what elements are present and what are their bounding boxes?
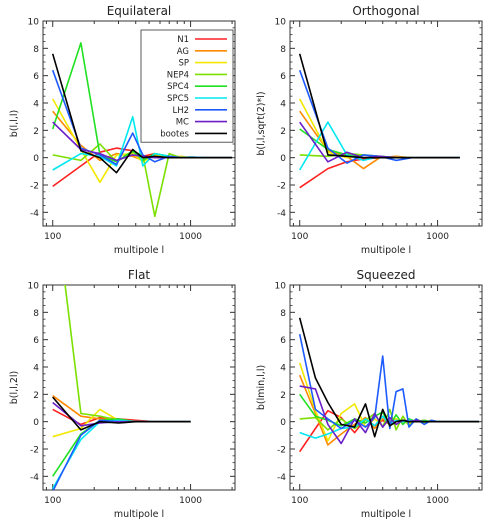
legend-entry-label: SPC4 [167,82,189,92]
panel-3: Squeezed -4 -2 0 2 4 6 8 10 100 1000 multipole l b(l… [256,268,483,520]
x-axis-label: multipole l [114,509,164,520]
y-tick-label: 8 [33,45,39,55]
y-tick-label: -4 [277,473,286,483]
legend-entry-label: bootes [160,129,189,139]
series-line-ag [52,395,191,423]
panel-title: Flat [128,268,151,282]
y-tick-label: -4 [30,473,39,483]
y-tick-label: 0 [33,418,39,428]
y-tick-label: 0 [33,154,39,164]
x-tick-label: 100 [291,232,308,242]
y-tick-label: -2 [277,182,286,192]
y-axis-label: b(lmin,l,l) [256,365,267,410]
legend-entry-label: NEP4 [167,70,189,80]
series-line-bootes [51,53,233,174]
panel-title: Equilateral [107,4,172,18]
series-line-nep4 [63,285,191,423]
y-tick-label: -2 [30,182,39,192]
y-tick-label: 0 [280,154,286,164]
series-line-bootes [52,396,191,431]
y-tick-label: 2 [33,127,39,137]
series-group [51,42,233,218]
y-tick-label: 4 [280,364,286,374]
series-line-bootes [298,53,460,159]
x-tick-label: 1000 [179,232,202,242]
panel-title: Orthogonal [352,4,419,18]
x-axis-label: multipole l [114,245,164,256]
y-tick-label: 6 [280,336,286,346]
legend-entry-label: N1 [177,35,189,45]
y-tick-label: 10 [275,282,287,292]
y-tick-label: 6 [33,336,39,346]
y-tick-label: -2 [30,446,39,456]
x-axis-label: multipole l [361,245,411,256]
panel-0: Equilateral -4 -2 0 2 4 6 8 10 100 1000 multipole l… [9,4,236,256]
y-tick-label: 2 [280,127,286,137]
x-tick-label: 1000 [179,496,202,506]
legend-entry-label: MC [176,118,189,128]
y-tick-label: -4 [30,209,39,219]
y-axis-label: b(l,l,l) [9,110,20,137]
y-tick-label: 4 [33,364,39,374]
x-tick-label: 1000 [426,232,449,242]
y-tick-label: 0 [280,418,286,428]
legend-entry-label: LH2 [172,106,189,116]
x-tick-label: 100 [291,496,308,506]
y-tick-label: 10 [28,18,40,28]
series-line-spc4 [52,418,191,477]
y-tick-label: 4 [33,100,39,110]
panel-title: Squeezed [357,268,416,282]
y-axis-label: b(l,l,sqrt(2)*l) [256,91,267,155]
y-tick-label: 6 [33,72,39,82]
series-line-n1 [299,156,460,189]
series-line-bootes [298,317,480,438]
y-tick-label: -4 [277,209,286,219]
panel-1: Orthogonal -4 -2 0 2 4 6 8 10 100 1000 multipole l b… [256,4,483,256]
series-group [298,53,460,189]
legend-entry-label: AG [177,47,189,57]
x-tick-label: 1000 [426,496,449,506]
y-tick-label: 10 [275,18,287,28]
y-tick-label: 8 [33,309,39,319]
y-tick-label: 4 [280,100,286,110]
x-tick-label: 100 [44,496,61,506]
series-line-lh2 [298,334,480,430]
y-tick-label: 8 [280,309,286,319]
y-tick-label: 2 [280,391,286,401]
x-axis-label: multipole l [361,509,411,520]
panel-2: Flat -4 -2 0 2 4 6 8 10 100 1000 multipole l b(l,l,2… [9,268,236,520]
y-tick-label: 6 [280,72,286,82]
series-group [52,285,191,490]
y-tick-label: 2 [33,391,39,401]
y-tick-label: 10 [28,282,40,292]
legend-entry-label: SPC5 [167,94,189,104]
series-group [298,317,480,453]
x-tick-label: 100 [44,232,61,242]
y-tick-label: -2 [277,446,286,456]
series-line-lh2 [298,69,460,164]
y-tick-label: 8 [280,45,286,55]
y-axis-label: b(l,l,2l) [9,371,20,404]
legend-entry-label: SP [178,59,189,69]
plot-frame [42,284,236,491]
